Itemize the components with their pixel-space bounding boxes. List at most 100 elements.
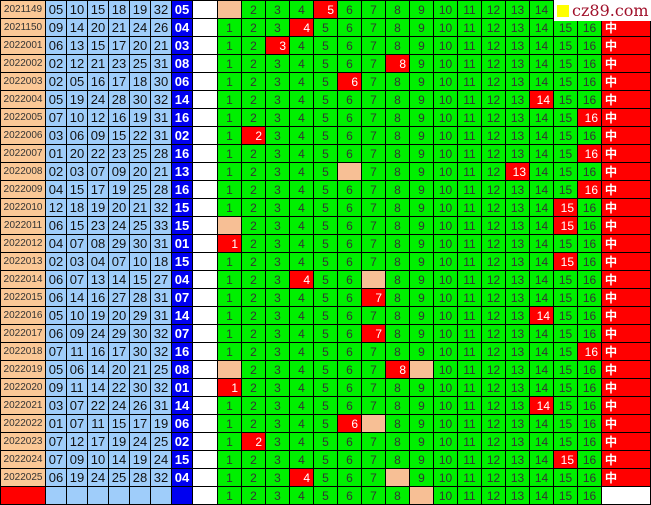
trend-cell: 11 xyxy=(457,432,482,451)
trend-cell: 6 xyxy=(337,180,362,199)
trend-cell: 11 xyxy=(457,126,482,145)
red-ball-number: 20 xyxy=(108,306,130,325)
trend-cell: 14 xyxy=(529,0,554,19)
trend-cell: 10 xyxy=(433,450,458,469)
table-row: 2022016 05 10 19 20 29 31 14 1 2 3 4 5 6 7 8 9 10 11 12 13 14… xyxy=(0,306,651,325)
trend-cell: 12 xyxy=(481,234,506,253)
trend-cell: 3 xyxy=(265,342,290,361)
trend-cell: 4 xyxy=(289,72,314,91)
trend-cell: 15 xyxy=(553,432,578,451)
watermark-square-icon xyxy=(557,4,569,17)
period-cell: 2022007 xyxy=(0,144,46,163)
trend-cell: 13 xyxy=(505,234,530,253)
trend-cell: 2 xyxy=(241,486,266,505)
hit-mark-cell: 中 xyxy=(601,432,651,451)
trend-cell: 8 xyxy=(385,198,410,217)
red-ball-number: 32 xyxy=(150,378,172,397)
trend-cell: 15 xyxy=(553,234,578,253)
table-row: 2022001 06 13 15 17 20 21 03 1 2 3 4 5 6 7 8 9 10 11 12 13 14… xyxy=(0,36,651,55)
red-ball-number: 17 xyxy=(87,432,109,451)
trend-cell: 6 xyxy=(337,54,362,73)
red-ball-number: 11 xyxy=(66,378,88,397)
red-ball-number: 32 xyxy=(150,198,172,217)
trend-cell: 7 xyxy=(361,468,386,487)
trend-cell: 2 xyxy=(241,396,266,415)
trend-cell: 1 xyxy=(217,342,242,361)
red-ball-number: 32 xyxy=(150,90,172,109)
red-ball-number: 28 xyxy=(129,288,151,307)
spacer-cell xyxy=(192,72,218,91)
trend-cell-blank xyxy=(217,216,242,235)
trend-cell: 4 xyxy=(289,486,314,505)
trend-cell: 9 xyxy=(409,108,434,127)
red-ball-number: 31 xyxy=(150,126,172,145)
spacer-cell xyxy=(192,360,218,379)
trend-cell: 10 xyxy=(433,90,458,109)
trend-cell: 16 xyxy=(577,72,602,91)
trend-cell: 10 xyxy=(433,360,458,379)
trend-cell: 1 xyxy=(217,324,242,343)
trend-cell: 16 xyxy=(577,234,602,253)
trend-cell: 8 xyxy=(385,324,410,343)
red-ball-number: 19 xyxy=(66,468,88,487)
trend-cell: 6 xyxy=(337,198,362,217)
trend-cell: 14 xyxy=(529,288,554,307)
red-ball-number: 16 xyxy=(87,72,109,91)
blue-ball-number: 01 xyxy=(171,234,193,253)
trend-cell: 2 xyxy=(241,306,266,325)
trend-cell: 8 xyxy=(385,432,410,451)
red-ball-number: 15 xyxy=(108,414,130,433)
red-ball-number: 01 xyxy=(45,414,67,433)
trend-cell: 15 xyxy=(553,324,578,343)
red-ball-number: 07 xyxy=(66,414,88,433)
trend-cell: 10 xyxy=(433,36,458,55)
trend-cell: 1 xyxy=(217,198,242,217)
trend-cell: 14 xyxy=(529,54,554,73)
red-ball-number: 12 xyxy=(66,432,88,451)
trend-cell: 10 xyxy=(433,180,458,199)
red-ball-number: 02 xyxy=(45,54,67,73)
trend-cell: 4 xyxy=(289,180,314,199)
table-row: 2022015 06 14 16 27 28 31 07 1 2 3 4 5 6 7 8 9 10 11 12 13 14… xyxy=(0,288,651,307)
period-cell: 2022022 xyxy=(0,414,46,433)
trend-cell-hit: 8 xyxy=(385,54,410,73)
trend-cell: 11 xyxy=(457,396,482,415)
trend-cell: 16 xyxy=(577,468,602,487)
red-ball-number: 19 xyxy=(66,90,88,109)
trend-cell: 1 xyxy=(217,288,242,307)
trend-cell: 11 xyxy=(457,108,482,127)
red-ball-number: 19 xyxy=(87,198,109,217)
trend-cell: 4 xyxy=(289,324,314,343)
red-ball-number: 13 xyxy=(66,36,88,55)
trend-cell: 15 xyxy=(553,108,578,127)
trend-cell: 13 xyxy=(505,144,530,163)
trend-cell: 6 xyxy=(337,234,362,253)
spacer-cell xyxy=(192,468,218,487)
trend-cell: 10 xyxy=(433,126,458,145)
red-ball-number: 07 xyxy=(108,252,130,271)
trend-cell: 2 xyxy=(241,72,266,91)
trend-cell: 3 xyxy=(265,252,290,271)
blue-ball-number: 15 xyxy=(171,450,193,469)
trend-cell: 3 xyxy=(265,108,290,127)
red-ball-number: 24 xyxy=(129,432,151,451)
trend-cell: 6 xyxy=(337,306,362,325)
trend-cell: 2 xyxy=(241,90,266,109)
trend-cell: 4 xyxy=(289,360,314,379)
trend-cell: 9 xyxy=(409,72,434,91)
hit-mark-cell: 中 xyxy=(601,126,651,145)
trend-cell: 12 xyxy=(481,0,506,19)
trend-cell: 9 xyxy=(409,234,434,253)
trend-cell: 4 xyxy=(289,396,314,415)
trend-cell: 9 xyxy=(409,162,434,181)
period-cell: 2022019 xyxy=(0,360,46,379)
trend-cell: 12 xyxy=(481,180,506,199)
trend-cell: 3 xyxy=(265,486,290,505)
trend-cell: 10 xyxy=(433,342,458,361)
hit-mark-cell: 中 xyxy=(601,72,651,91)
red-ball-number: 32 xyxy=(150,342,172,361)
red-ball-number: 04 xyxy=(45,234,67,253)
trend-cell: 12 xyxy=(481,432,506,451)
red-ball-number: 27 xyxy=(108,288,130,307)
